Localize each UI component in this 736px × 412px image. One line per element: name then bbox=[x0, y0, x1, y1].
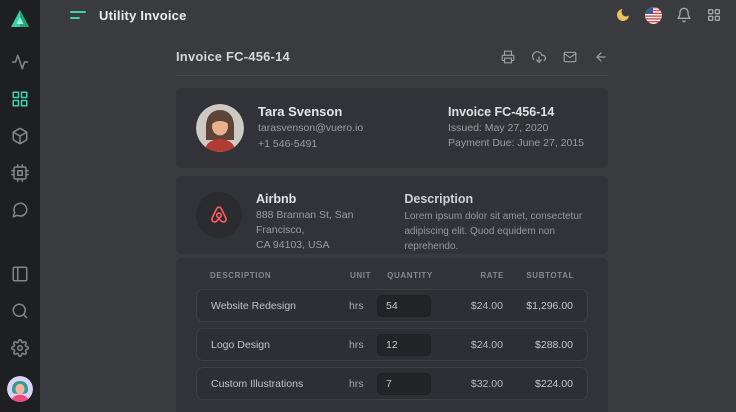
settings-gear-icon[interactable] bbox=[11, 339, 29, 357]
us-flag-language-icon[interactable] bbox=[645, 7, 662, 24]
company-name: Airbnb bbox=[256, 192, 404, 206]
cloud-download-icon[interactable] bbox=[532, 50, 546, 64]
header-quantity: QUANTITY bbox=[378, 271, 442, 280]
table-row: Website Redesign hrs $24.00 $1,296.00 bbox=[196, 289, 588, 322]
company-address-line2: CA 94103, USA bbox=[256, 238, 404, 253]
airbnb-logo-icon bbox=[196, 192, 242, 238]
panel-layout-icon[interactable] bbox=[11, 265, 29, 283]
back-arrow-icon[interactable] bbox=[594, 50, 608, 64]
company-address-line1: 888 Brannan St, San Francisco, bbox=[256, 208, 404, 238]
company-card: Airbnb 888 Brannan St, San Francisco, CA… bbox=[176, 176, 608, 254]
item-unit: hrs bbox=[349, 339, 377, 351]
dashboard-grid-icon[interactable] bbox=[11, 90, 29, 108]
item-rate: $24.00 bbox=[441, 339, 503, 351]
item-unit: hrs bbox=[349, 378, 377, 390]
print-icon[interactable] bbox=[501, 50, 515, 64]
quantity-input[interactable] bbox=[377, 373, 431, 395]
invoice-meta-number: Invoice FC-456-14 bbox=[448, 105, 584, 119]
page-title: Utility Invoice bbox=[99, 8, 187, 23]
customer-email: tarasvenson@vuero.io bbox=[258, 121, 363, 136]
company-info: Airbnb 888 Brannan St, San Francisco, CA… bbox=[256, 192, 404, 254]
cpu-icon[interactable] bbox=[11, 164, 29, 182]
item-subtotal: $224.00 bbox=[503, 378, 573, 390]
box-icon[interactable] bbox=[11, 127, 29, 145]
table-row: Logo Design hrs $24.00 $288.00 bbox=[196, 328, 588, 361]
bell-notifications-icon[interactable] bbox=[676, 7, 692, 23]
menu-toggle-icon[interactable] bbox=[70, 8, 86, 22]
activity-icon[interactable] bbox=[11, 53, 29, 71]
header-unit: UNIT bbox=[350, 271, 378, 280]
item-subtotal: $288.00 bbox=[503, 339, 573, 351]
items-table-header: DESCRIPTION UNIT QUANTITY RATE SUBTOTAL bbox=[196, 271, 588, 280]
customer-card: Tara Svenson tarasvenson@vuero.io +1 546… bbox=[176, 88, 608, 168]
header-rate: RATE bbox=[442, 271, 504, 280]
dark-mode-moon-icon[interactable] bbox=[615, 7, 631, 23]
invoice-issued-date: Issued: May 27, 2020 bbox=[448, 121, 584, 136]
description-title: Description bbox=[404, 192, 588, 206]
search-icon[interactable] bbox=[11, 302, 29, 320]
invoice-number-heading: Invoice FC-456-14 bbox=[176, 49, 290, 64]
item-description: Website Redesign bbox=[211, 300, 349, 312]
item-rate: $32.00 bbox=[441, 378, 503, 390]
item-subtotal: $1,296.00 bbox=[503, 300, 573, 312]
item-unit: hrs bbox=[349, 300, 377, 312]
table-row: Custom Illustrations hrs $32.00 $224.00 bbox=[196, 367, 588, 400]
item-description: Custom Illustrations bbox=[211, 378, 349, 390]
customer-name: Tara Svenson bbox=[258, 104, 363, 119]
apps-grid-icon[interactable] bbox=[706, 7, 722, 23]
invoice-items-card: DESCRIPTION UNIT QUANTITY RATE SUBTOTAL … bbox=[176, 258, 608, 412]
top-bar: Utility Invoice bbox=[40, 0, 736, 30]
icon-sidebar bbox=[0, 0, 40, 412]
customer-avatar bbox=[196, 104, 244, 152]
invoice-description: Description Lorem ipsum dolor sit amet, … bbox=[404, 192, 588, 254]
quantity-input[interactable] bbox=[377, 295, 431, 317]
item-description: Logo Design bbox=[211, 339, 349, 351]
header-description: DESCRIPTION bbox=[210, 271, 350, 280]
app-logo-icon[interactable] bbox=[8, 7, 32, 31]
user-profile-avatar[interactable] bbox=[7, 376, 33, 402]
invoice-sub-header: Invoice FC-456-14 bbox=[176, 38, 608, 76]
invoice-due-date: Payment Due: June 27, 2015 bbox=[448, 136, 584, 151]
chat-icon[interactable] bbox=[11, 201, 29, 219]
invoice-meta: Invoice FC-456-14 Issued: May 27, 2020 P… bbox=[448, 105, 588, 151]
customer-phone: +1 546-5491 bbox=[258, 137, 363, 152]
email-icon[interactable] bbox=[563, 50, 577, 64]
item-rate: $24.00 bbox=[441, 300, 503, 312]
description-text: Lorem ipsum dolor sit amet, consectetur … bbox=[404, 209, 588, 254]
header-subtotal: SUBTOTAL bbox=[504, 271, 574, 280]
quantity-input[interactable] bbox=[377, 334, 431, 356]
customer-info: Tara Svenson tarasvenson@vuero.io +1 546… bbox=[258, 104, 363, 151]
